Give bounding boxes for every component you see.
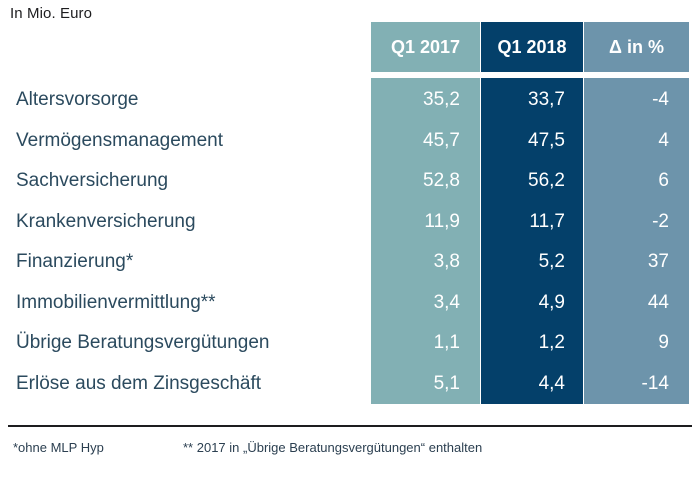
column-header-q1-2018: Q1 2018	[497, 37, 567, 57]
row-label: Finanzierung*	[16, 251, 134, 272]
cell-q1-2017: 52,8	[423, 170, 460, 191]
table-row: Vermögensmanagement 45,7 47,5 4	[0, 121, 700, 162]
table-row: Immobilienvermittlung** 3,4 4,9 44	[0, 283, 700, 324]
cell-q1-2017: 1,1	[433, 332, 460, 353]
cell-q1-2018: 5,2	[538, 251, 565, 272]
column-band-delta	[584, 22, 689, 404]
table-row: Altersvorsorge 35,2 33,7 -4	[0, 80, 700, 121]
column-header-delta-percent: Δ in %	[609, 37, 664, 57]
column-band-q1-2018	[481, 22, 583, 404]
cell-q1-2017: 45,7	[423, 129, 460, 151]
row-label: Erlöse aus dem Zinsgeschäft	[16, 372, 262, 394]
row-label: Vermögensmanagement	[16, 129, 224, 151]
cell-q1-2017: 5,1	[433, 372, 460, 394]
cell-delta: 6	[658, 170, 669, 191]
cell-q1-2017: 35,2	[423, 89, 460, 110]
table-body: Altersvorsorge 35,2 33,7 -4 Vermögensman…	[0, 80, 700, 404]
table-row: Krankenversicherung 11,9 11,7 -2	[0, 202, 700, 243]
table-row: Erlöse aus dem Zinsgeschäft 5,1 4,4 -14	[0, 364, 700, 405]
row-label: Sachversicherung	[16, 170, 169, 191]
cell-delta: 37	[647, 251, 669, 272]
row-label: Immobilienvermittlung**	[16, 291, 216, 313]
cell-delta: -4	[652, 89, 669, 110]
column-header-q1-2017: Q1 2017	[390, 37, 461, 57]
footnote-double-asterisk: ** 2017 in „Übrige Beratungsvergütungen“…	[183, 440, 483, 455]
cell-q1-2017: 3,4	[433, 291, 460, 313]
header-body-separator	[371, 72, 689, 78]
table-row: Sachversicherung 52,8 56,2 6	[0, 161, 700, 202]
table-row: Finanzierung* 3,8 5,2 37	[0, 242, 700, 283]
cell-delta: -14	[641, 372, 669, 394]
row-label: Übrige Beratungsvergütungen	[16, 332, 270, 353]
footer-divider	[8, 425, 692, 427]
cell-q1-2018: 1,2	[538, 332, 565, 353]
cell-q1-2018: 47,5	[528, 129, 565, 151]
cell-q1-2018: 33,7	[528, 89, 565, 110]
cell-delta: 4	[658, 129, 669, 151]
column-band-q1-2017	[371, 22, 480, 404]
unit-caption: In Mio. Euro	[10, 5, 93, 22]
footnote-single-asterisk: *ohne MLP Hyp	[13, 440, 104, 455]
row-label: Altersvorsorge	[16, 89, 139, 110]
cell-q1-2018: 4,9	[538, 291, 565, 313]
cell-q1-2018: 56,2	[528, 170, 565, 191]
cell-q1-2018: 4,4	[538, 372, 565, 394]
cell-q1-2017: 11,9	[424, 210, 460, 232]
cell-q1-2017: 3,8	[433, 251, 460, 272]
cell-delta: 9	[658, 332, 669, 353]
row-label: Krankenversicherung	[16, 210, 196, 232]
cell-q1-2018: 11,7	[529, 210, 565, 232]
cell-delta: -2	[652, 210, 669, 232]
table-row: Übrige Beratungsvergütungen 1,1 1,2 9	[0, 323, 700, 364]
cell-delta: 44	[647, 291, 669, 313]
